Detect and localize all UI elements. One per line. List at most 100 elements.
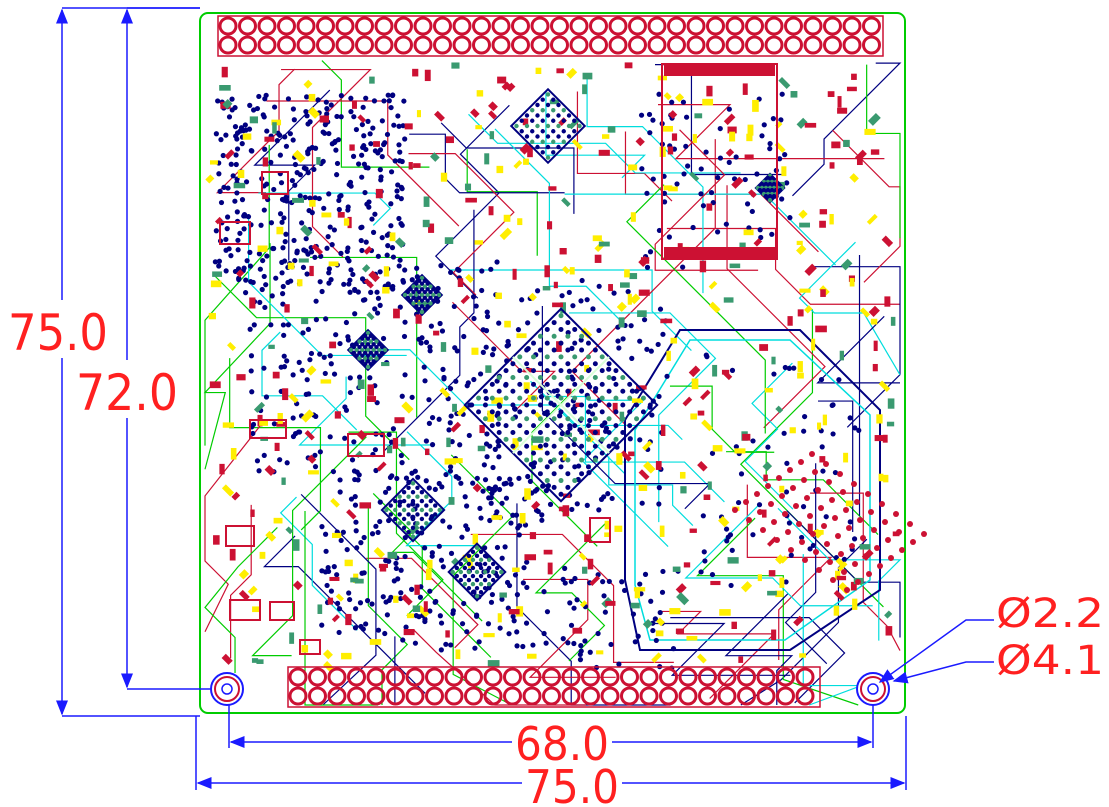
via	[709, 450, 716, 456]
ball	[551, 320, 557, 326]
smd-pad	[334, 411, 341, 419]
via	[402, 553, 408, 560]
via	[344, 248, 350, 255]
via	[506, 631, 512, 637]
via	[323, 99, 329, 105]
ball	[368, 350, 374, 356]
header-pin	[308, 667, 327, 687]
via	[353, 519, 359, 525]
header-pin	[288, 686, 308, 706]
via	[492, 446, 498, 452]
ball	[524, 457, 530, 463]
ball	[401, 507, 407, 513]
via	[409, 586, 415, 592]
connector-pad	[765, 483, 771, 489]
via	[488, 266, 494, 272]
via	[496, 443, 502, 449]
ball	[545, 92, 551, 97]
smd-pad	[738, 656, 744, 663]
ball	[499, 569, 504, 575]
header-pin	[316, 35, 335, 55]
ball	[558, 450, 564, 456]
connector-pad	[793, 503, 799, 509]
via	[655, 341, 661, 348]
via	[370, 125, 376, 131]
smd-pad	[620, 450, 632, 462]
connector-pad	[809, 451, 815, 457]
connector-pad	[801, 477, 807, 483]
ball	[482, 402, 488, 408]
smd-pad	[767, 590, 777, 596]
smd-pad	[629, 273, 638, 280]
via	[414, 265, 420, 271]
smd-pad	[804, 122, 817, 128]
via	[438, 620, 445, 626]
smd-pad	[762, 461, 773, 472]
ball	[368, 333, 374, 339]
smd-pad	[427, 559, 433, 569]
ball	[592, 347, 598, 353]
via	[223, 236, 229, 243]
smd-pad	[706, 203, 713, 211]
header-pin	[522, 667, 542, 687]
header-pin	[452, 16, 472, 36]
via	[390, 286, 396, 292]
via	[441, 376, 447, 382]
via	[382, 489, 389, 495]
hole-inner-leader	[878, 619, 994, 683]
ball	[565, 361, 571, 367]
ball	[535, 102, 540, 108]
via	[366, 199, 372, 205]
via	[450, 608, 456, 614]
via	[512, 572, 519, 578]
ball	[551, 333, 557, 339]
via	[401, 333, 408, 340]
ball	[489, 409, 495, 415]
header-pin	[706, 35, 725, 55]
via	[771, 371, 777, 377]
smd-pad	[238, 569, 250, 580]
via	[242, 122, 248, 128]
via	[233, 161, 239, 168]
ball	[613, 381, 619, 387]
via	[234, 136, 240, 142]
smd-pad	[256, 659, 264, 664]
smd-pad	[849, 278, 855, 287]
header-pin	[667, 35, 686, 55]
via	[385, 92, 391, 98]
smd-pad	[619, 282, 630, 288]
via	[348, 95, 354, 101]
connector-pad	[798, 459, 804, 465]
via	[304, 113, 310, 119]
smd-pad	[571, 138, 583, 150]
via	[234, 190, 240, 196]
via	[232, 268, 239, 275]
via	[726, 159, 732, 165]
connector-pad	[790, 485, 796, 491]
smd-pad	[307, 454, 317, 464]
header-pin	[620, 667, 639, 687]
ball	[565, 375, 571, 381]
component-outline	[347, 433, 385, 457]
smd-pad	[638, 469, 650, 481]
ball	[524, 123, 530, 129]
connector-pad	[841, 569, 847, 575]
smd-pad	[804, 305, 813, 314]
trace	[281, 68, 372, 258]
via	[299, 367, 305, 373]
via	[352, 502, 359, 508]
via	[385, 243, 391, 249]
via	[744, 201, 751, 207]
ball	[510, 416, 516, 422]
via	[438, 647, 444, 653]
via	[362, 189, 368, 196]
ball	[537, 457, 543, 463]
via	[427, 608, 433, 614]
via	[595, 630, 601, 637]
smd-pad	[779, 485, 785, 493]
header-pin	[686, 35, 706, 55]
smd-pad	[321, 212, 332, 218]
via	[489, 352, 496, 358]
ball	[368, 344, 374, 350]
smd-pad	[488, 101, 498, 112]
